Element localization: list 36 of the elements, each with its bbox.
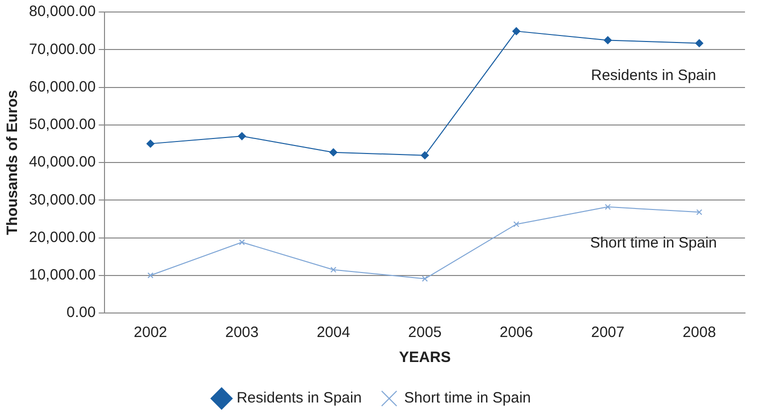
point bbox=[604, 36, 612, 44]
point bbox=[238, 239, 245, 246]
point bbox=[695, 39, 704, 48]
point bbox=[146, 140, 154, 148]
y-axis-title: Thousands of Euros bbox=[4, 90, 22, 236]
point bbox=[329, 148, 338, 156]
y-tick-label: 0.00 bbox=[66, 304, 96, 322]
point bbox=[604, 204, 611, 210]
annotation: Short time in Spain bbox=[590, 234, 717, 252]
point bbox=[512, 27, 520, 36]
y-tick-label: 30,000.00 bbox=[28, 191, 96, 208]
annotation: Residents in Spain bbox=[590, 66, 716, 84]
x-tick-label: 2002 bbox=[134, 324, 168, 342]
x-tick-label: 2007 bbox=[591, 324, 624, 342]
y-tick-label: 70,000.00 bbox=[28, 40, 96, 58]
x-tick-label: 2008 bbox=[682, 324, 716, 342]
point bbox=[696, 209, 702, 216]
legend-label: Short time in Spain bbox=[404, 390, 531, 407]
point bbox=[513, 221, 520, 228]
point bbox=[422, 276, 428, 282]
y-tick-label: 40,000.00 bbox=[28, 154, 96, 171]
y-tick-label: 80,000.00 bbox=[28, 3, 96, 20]
point bbox=[238, 132, 246, 140]
point bbox=[147, 272, 154, 278]
x-tick-label: 2005 bbox=[408, 324, 442, 342]
x-tick-label: 2004 bbox=[316, 324, 350, 342]
y-tick-label: 10,000.00 bbox=[28, 266, 96, 284]
point bbox=[330, 266, 336, 273]
x-tick-label: 2006 bbox=[500, 324, 534, 342]
x-axis-title: YEARS bbox=[399, 349, 451, 366]
x-tick-label: 2003 bbox=[225, 324, 259, 342]
y-tick-label: 60,000.00 bbox=[28, 78, 96, 96]
y-tick-label: 20,000.00 bbox=[28, 228, 96, 246]
legend-label: Residents in Spain bbox=[236, 390, 362, 407]
y-tick-label: 50,000.00 bbox=[28, 116, 96, 134]
point bbox=[420, 151, 429, 160]
